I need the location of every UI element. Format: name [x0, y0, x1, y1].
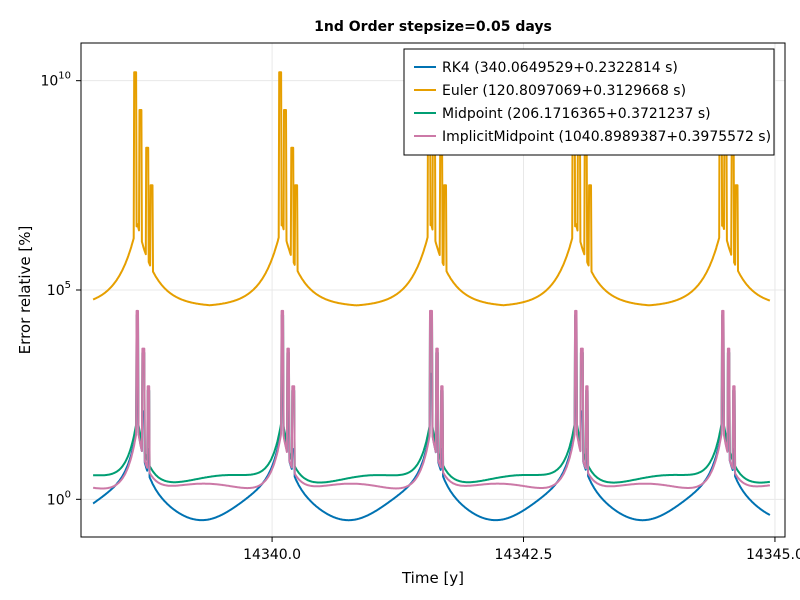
x-axis-label: Time [y] [401, 569, 464, 587]
y-tick-label: 105 [47, 280, 71, 299]
series-line-3 [92, 309, 771, 490]
y-tick-label: 1010 [40, 71, 71, 90]
legend-entry: RK4 (340.0649529+0.2322814 s) [442, 60, 678, 76]
x-tick-label: 14345.0 [746, 547, 800, 563]
plot-lines [92, 71, 771, 522]
legend-entry: ImplicitMidpoint (1040.8989387+0.3975572… [442, 129, 771, 145]
y-tick-label: 100 [47, 489, 71, 508]
y-axis-label: Error relative [%] [16, 226, 34, 355]
legend-entry: Euler (120.8097069+0.3129668 s) [442, 83, 686, 99]
chart-title: 1nd Order stepsize=0.05 days [314, 19, 552, 35]
legend-box [403, 48, 775, 156]
x-tick-label: 14340.0 [243, 547, 301, 563]
legend: RK4 (340.0649529+0.2322814 s) Euler (120.… [403, 48, 775, 156]
legend-entry: Midpoint (206.1716365+0.3721237 s) [442, 106, 711, 122]
series-line-1 [92, 71, 771, 307]
x-tick-label: 14342.5 [495, 547, 553, 563]
